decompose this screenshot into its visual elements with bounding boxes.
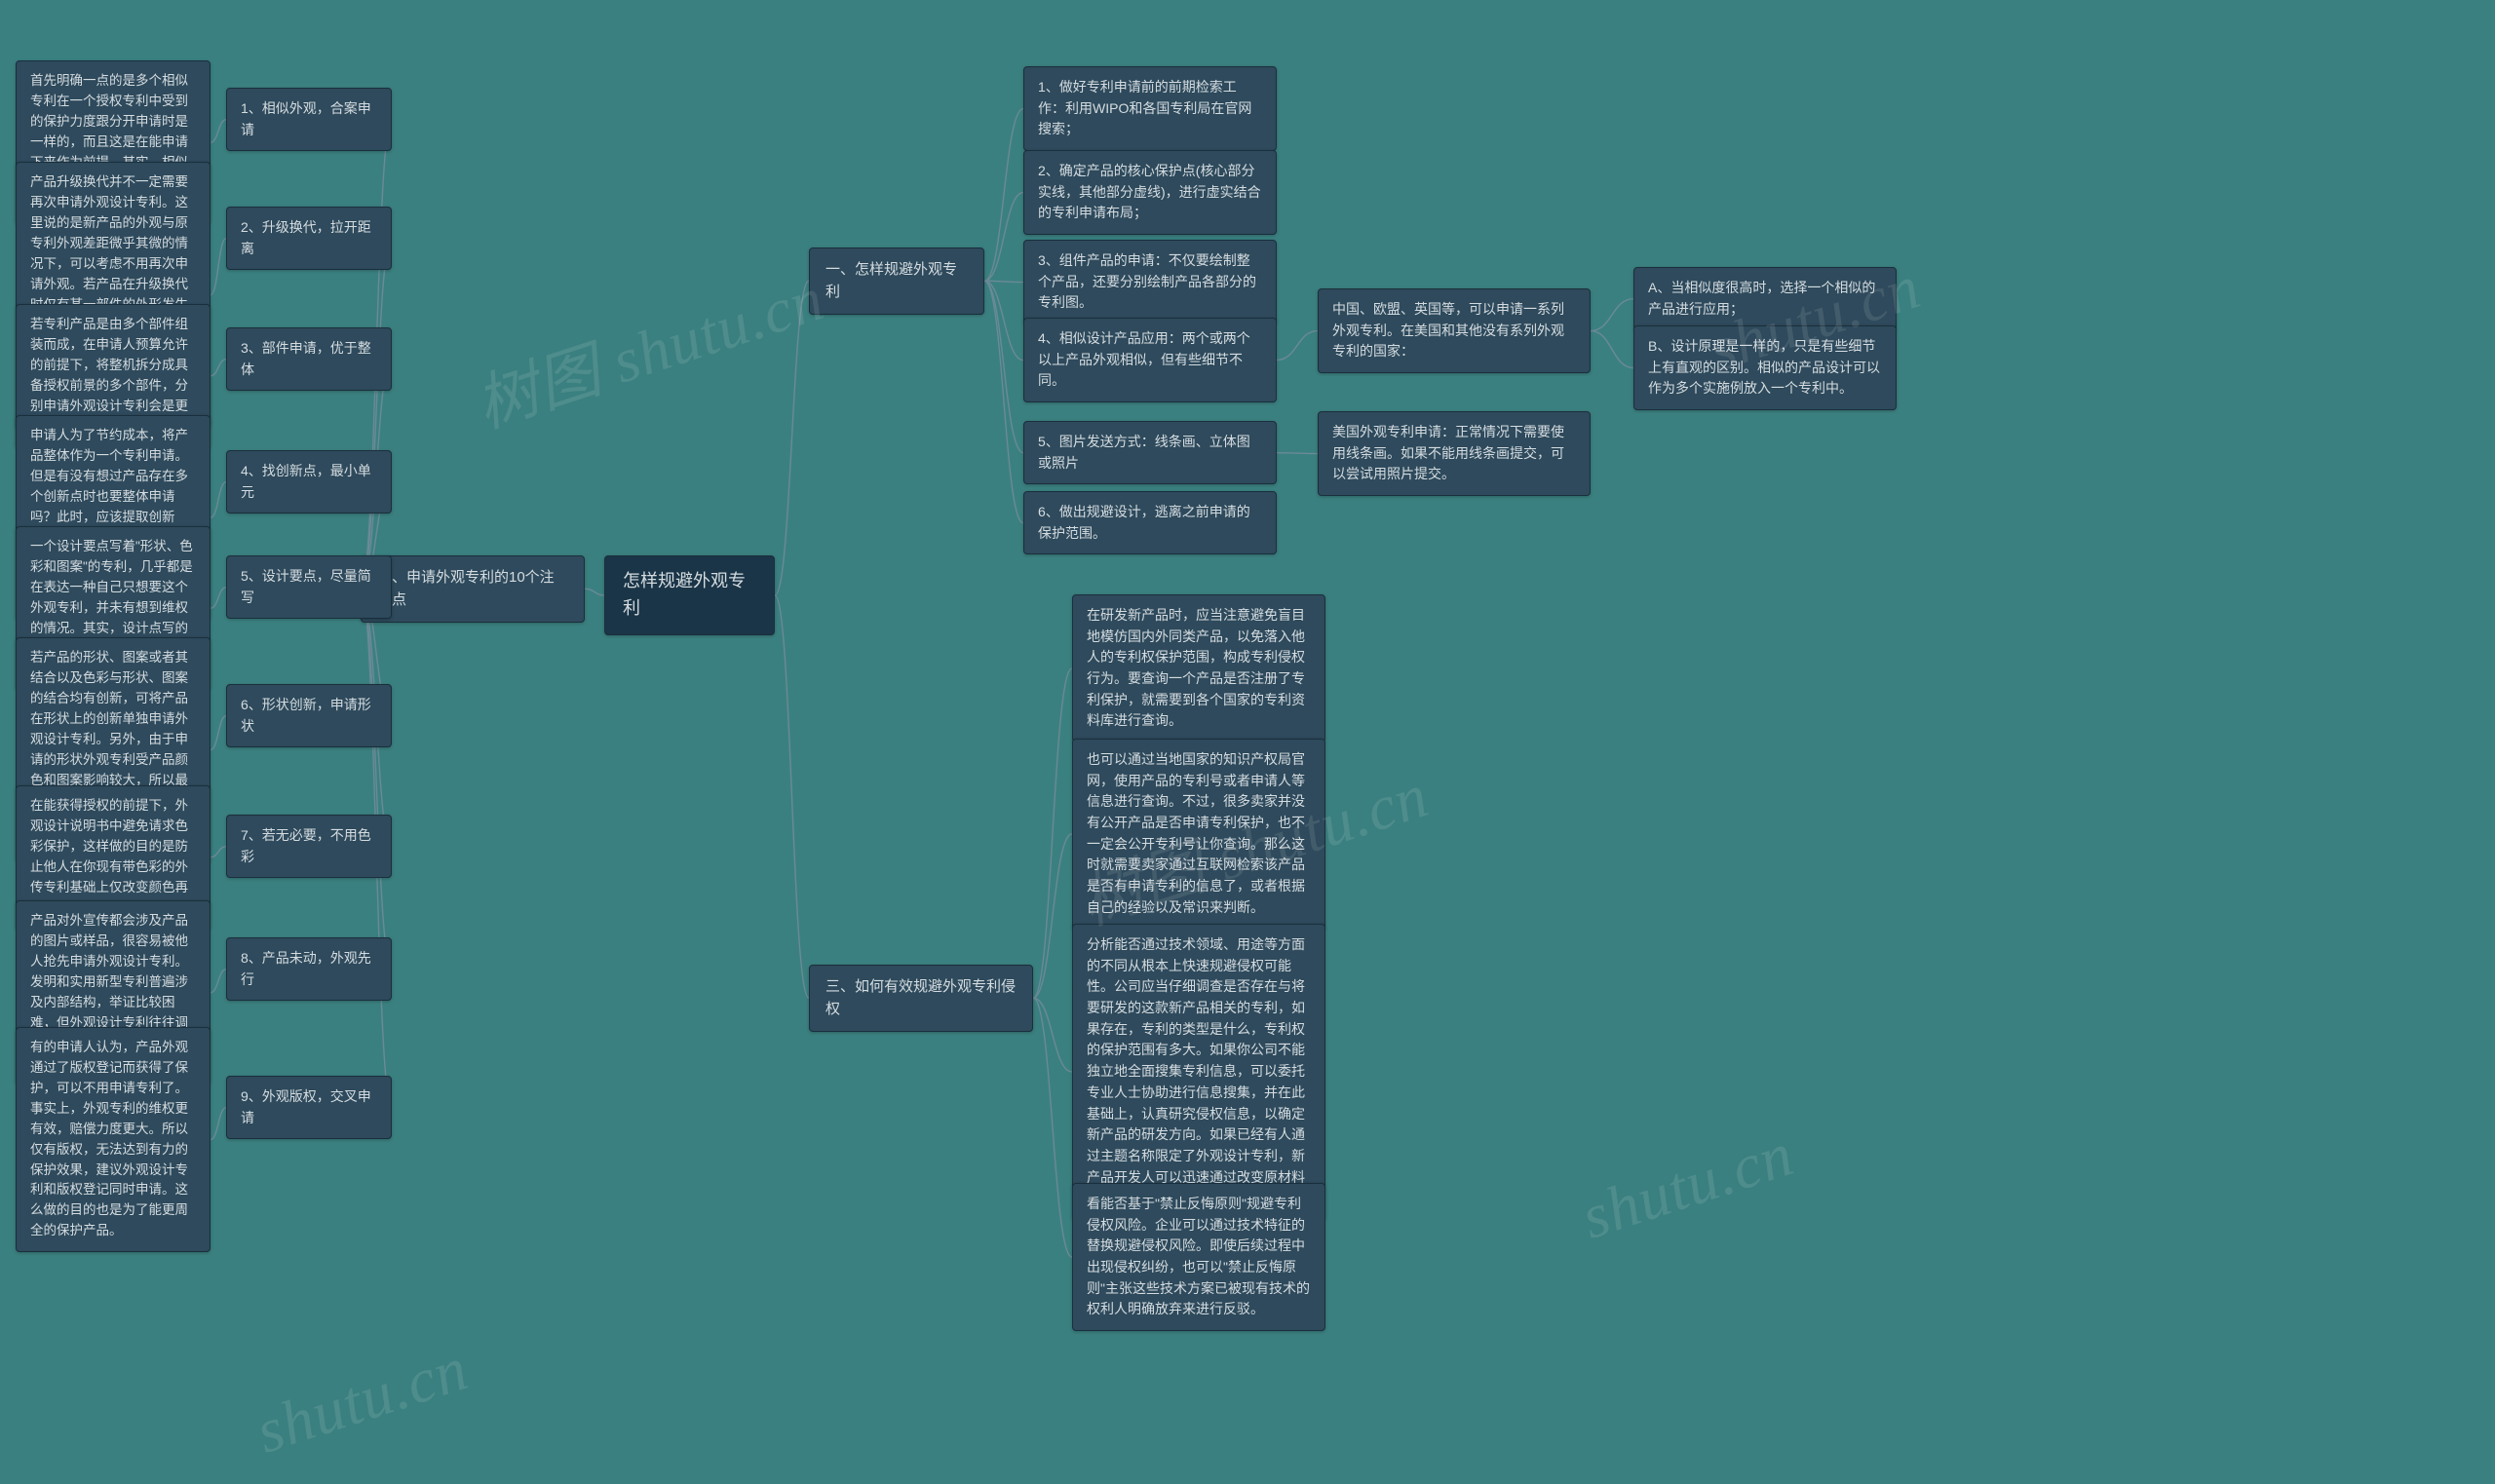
node-text: 8、产品未动，外观先行 (241, 950, 371, 987)
connector (775, 281, 809, 595)
connector (361, 589, 392, 969)
node-text: 3、组件产品的申请：不仅要绘制整个产品，还要分别绘制产品各部分的专利图。 (1038, 252, 1256, 310)
connector (211, 588, 226, 609)
mindmap-node: 怎样规避外观专利 (604, 555, 775, 635)
mindmap-node: 分析能否通过技术领域、用途等方面的不同从根本上快速规避侵权可能性。公司应当仔细调… (1072, 924, 1325, 1220)
mindmap-node: 有的申请人认为，产品外观通过了版权登记而获得了保护，可以不用申请专利了。事实上，… (16, 1027, 211, 1252)
node-text: 2、升级换代，拉开距离 (241, 219, 371, 256)
mindmap-node: 二、申请外观专利的10个注意点 (361, 555, 585, 623)
node-text: 也可以通过当地国家的知识产权局官网，使用产品的专利号或者申请人等信息进行查询。不… (1087, 751, 1305, 915)
node-text: 在能获得授权的前提下，外观设计说明书中避免请求色彩保护，这样做的目的是防止他人在… (30, 798, 188, 915)
node-text: 4、相似设计产品应用：两个或两个以上产品外观相似，但有些细节不同。 (1038, 330, 1250, 388)
connector (775, 595, 809, 998)
node-text: 美国外观专利申请：正常情况下需要使用线条画。如果不能用线条画提交，可以尝试用照片… (1332, 424, 1564, 481)
mindmap-node: 9、外观版权，交叉申请 (226, 1076, 392, 1139)
mindmap-node: 6、做出规避设计，逃离之前申请的保护范围。 (1023, 491, 1277, 554)
mindmap-node: 中国、欧盟、英国等，可以申请一系列外观专利。在美国和其他没有系列外观专利的国家： (1318, 288, 1591, 373)
node-text: 7、若无必要，不用色彩 (241, 827, 371, 864)
connector (1033, 668, 1072, 998)
node-text: 三、如何有效规避外观专利侵权 (825, 978, 1016, 1017)
connector (211, 360, 226, 376)
connector (1277, 453, 1318, 454)
node-text: 分析能否通过技术领域、用途等方面的不同从根本上快速规避侵权可能性。公司应当仔细调… (1087, 936, 1305, 1205)
mindmap-node: 4、相似设计产品应用：两个或两个以上产品外观相似，但有些细节不同。 (1023, 318, 1277, 402)
watermark: shutu.cn (248, 1332, 477, 1467)
mindmap-node: 3、部件申请，优于整体 (226, 327, 392, 391)
mindmap-node: A、当相似度很高时，选择一个相似的产品进行应用； (1633, 267, 1897, 330)
node-text: B、设计原理是一样的，只是有些细节上有直观的区别。相似的产品设计可以作为多个实施… (1648, 338, 1880, 396)
connector (211, 239, 226, 295)
connector (585, 589, 604, 595)
watermark: shutu.cn (1573, 1118, 1802, 1253)
mindmap-node: 在研发新产品时，应当注意避免盲目地模仿国内外同类产品，以免落入他人的专利权保护范… (1072, 594, 1325, 742)
mindmap-node: 美国外观专利申请：正常情况下需要使用线条画。如果不能用线条画提交，可以尝试用照片… (1318, 411, 1591, 496)
mindmap-node: 2、确定产品的核心保护点(核心部分实线，其他部分虚线)，进行虚实结合的专利申请布… (1023, 150, 1277, 235)
mindmap-node: 4、找创新点，最小单元 (226, 450, 392, 514)
mindmap-node: 3、组件产品的申请：不仅要绘制整个产品，还要分别绘制产品各部分的专利图。 (1023, 240, 1277, 324)
mindmap-node: 8、产品未动，外观先行 (226, 937, 392, 1001)
connector (1033, 834, 1072, 999)
node-text: 有的申请人认为，产品外观通过了版权登记而获得了保护，可以不用申请专利了。事实上，… (30, 1040, 188, 1237)
connector (211, 120, 226, 143)
mindmap-node: 1、相似外观，合案申请 (226, 88, 392, 151)
mindmap-node: B、设计原理是一样的，只是有些细节上有直观的区别。相似的产品设计可以作为多个实施… (1633, 325, 1897, 410)
node-text: 看能否基于"禁止反悔原则"规避专利侵权风险。企业可以通过技术特征的替换规避侵权风… (1087, 1196, 1310, 1316)
node-text: 5、图片发送方式：线条画、立体图或照片 (1038, 434, 1250, 471)
node-text: 二、申请外观专利的10个注意点 (377, 569, 555, 608)
connector (211, 482, 226, 517)
node-text: 9、外观版权，交叉申请 (241, 1088, 371, 1125)
node-text: 一、怎样规避外观专利 (825, 261, 957, 300)
mindmap-node: 5、图片发送方式：线条画、立体图或照片 (1023, 421, 1277, 484)
mindmap-node: 1、做好专利申请前的前期检索工作：利用WIPO和各国专利局在官网搜索； (1023, 66, 1277, 151)
connector (211, 716, 226, 750)
mindmap-node: 6、形状创新，申请形状 (226, 684, 392, 747)
connector (1591, 331, 1633, 368)
mindmap-node: 也可以通过当地国家的知识产权局官网，使用产品的专利号或者申请人等信息进行查询。不… (1072, 739, 1325, 930)
connector (361, 239, 392, 590)
connector (211, 847, 226, 857)
connector (984, 193, 1023, 282)
connector (1591, 299, 1633, 331)
mindmap-node: 7、若无必要，不用色彩 (226, 815, 392, 878)
mindmap-node: 一、怎样规避外观专利 (809, 247, 984, 315)
connector (1033, 998, 1072, 1072)
node-text: 在研发新产品时，应当注意避免盲目地模仿国内外同类产品，以免落入他人的专利权保护范… (1087, 607, 1305, 728)
connector (984, 281, 1023, 282)
node-text: 4、找创新点，最小单元 (241, 463, 371, 500)
watermark: 树图 shutu.cn (463, 248, 833, 445)
connector (984, 281, 1023, 522)
connector (1277, 331, 1318, 361)
node-text: 6、形状创新，申请形状 (241, 697, 371, 734)
mindmap-node: 看能否基于"禁止反悔原则"规避专利侵权风险。企业可以通过技术特征的替换规避侵权风… (1072, 1183, 1325, 1331)
node-text: 3、部件申请，优于整体 (241, 340, 371, 377)
mindmap-node: 5、设计要点，尽量简写 (226, 555, 392, 619)
node-text: 6、做出规避设计，逃离之前申请的保护范围。 (1038, 504, 1250, 541)
connector (1033, 998, 1072, 1257)
node-text: A、当相似度很高时，选择一个相似的产品进行应用； (1648, 280, 1875, 317)
mindmap-node: 2、升级换代，拉开距离 (226, 207, 392, 270)
connector (211, 970, 226, 993)
mindmap-node: 三、如何有效规避外观专利侵权 (809, 965, 1033, 1032)
node-text: 中国、欧盟、英国等，可以申请一系列外观专利。在美国和其他没有系列外观专利的国家： (1332, 301, 1564, 359)
node-text: 1、做好专利申请前的前期检索工作：利用WIPO和各国专利局在官网搜索； (1038, 79, 1251, 136)
connector (984, 281, 1023, 452)
node-text: 1、相似外观，合案申请 (241, 100, 371, 137)
connector (211, 1108, 226, 1140)
node-text: 2、确定产品的核心保护点(核心部分实线，其他部分虚线)，进行虚实结合的专利申请布… (1038, 163, 1261, 220)
connector (984, 281, 1023, 360)
connector (984, 109, 1023, 282)
node-text: 怎样规避外观专利 (623, 571, 746, 618)
node-text: 5、设计要点，尽量简写 (241, 568, 371, 605)
